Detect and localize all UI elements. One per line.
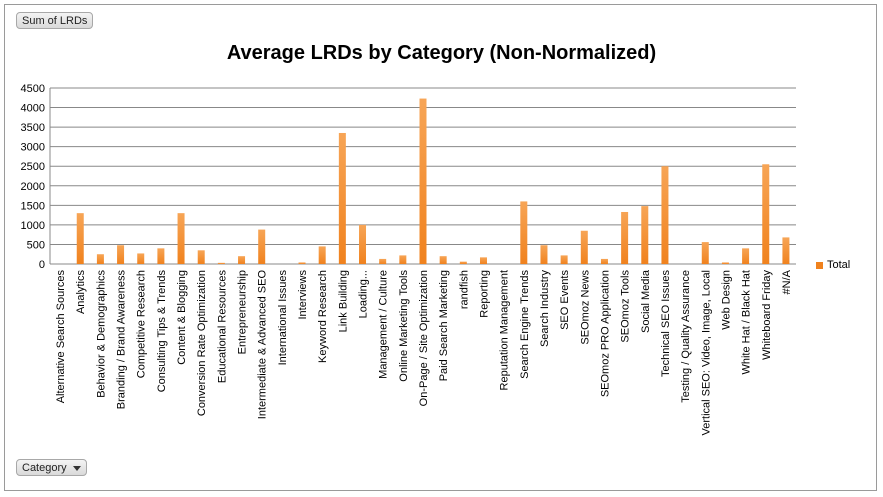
- x-tick-label: randfish: [458, 270, 470, 309]
- x-tick-label: #N/A: [781, 269, 793, 294]
- chevron-down-icon: [72, 465, 81, 471]
- x-tick-label: White Hat / Black Hat: [741, 270, 753, 375]
- x-tick-label: Whiteboard Friday: [761, 270, 773, 360]
- x-tick-label: SEOmoz News: [579, 270, 591, 345]
- x-tick-label: Loading...: [358, 270, 370, 318]
- x-tick-label: Vertical SEO: Video, Image, Local: [700, 270, 712, 436]
- bar: [621, 211, 629, 264]
- bar: [177, 213, 185, 264]
- x-tick-label: Social Media: [640, 269, 652, 333]
- bar: [117, 245, 125, 264]
- y-tick-label: 4000: [21, 103, 45, 115]
- y-tick-label: 0: [39, 259, 45, 271]
- bar: [721, 262, 729, 264]
- x-tick-label: Educational Resources: [216, 270, 228, 384]
- bar: [439, 256, 447, 264]
- x-tick-label: Conversion Rate Optimization: [196, 270, 208, 416]
- legend-label: Total: [827, 259, 851, 271]
- bar: [359, 224, 367, 264]
- category-field-dropdown[interactable]: Category: [16, 459, 87, 476]
- bar: [399, 255, 407, 264]
- x-tick-label: On-Page / Site Optimization: [418, 270, 430, 406]
- x-tick-label: Web Design: [720, 270, 732, 330]
- bar: [76, 213, 84, 264]
- x-tick-label: Competitive Research: [136, 270, 148, 378]
- y-tick-label: 3000: [21, 142, 45, 154]
- x-tick-label: Keyword Research: [317, 270, 329, 363]
- bar: [298, 262, 306, 264]
- bar: [701, 242, 709, 264]
- bar: [762, 164, 770, 264]
- bar: [540, 245, 548, 264]
- x-tick-label: Reporting: [478, 270, 490, 318]
- bar: [479, 257, 487, 264]
- bar: [318, 246, 326, 264]
- bar: [419, 98, 427, 264]
- bar: [459, 261, 467, 264]
- x-tick-label: Interviews: [297, 270, 309, 320]
- category-label: Category: [22, 462, 67, 474]
- bar: [742, 248, 750, 264]
- y-tick-label: 4500: [21, 83, 45, 95]
- bar: [782, 237, 790, 264]
- x-tick-label: Link Building: [337, 270, 349, 332]
- bar: [580, 230, 588, 264]
- y-tick-label: 1500: [21, 200, 45, 212]
- sum-of-lrds-label: Sum of LRDs: [22, 15, 88, 27]
- x-tick-label: Alternative Search Sources: [55, 270, 67, 404]
- bar: [661, 166, 669, 264]
- x-tick-label: Search Engine Trends: [519, 270, 531, 379]
- x-tick-label: Online Marketing Tools: [398, 270, 410, 382]
- x-tick-label: Branding / Brand Awareness: [116, 270, 128, 410]
- x-tick-label: Content & Blogging: [176, 270, 188, 365]
- x-tick-label: Entrepreneurship: [237, 270, 249, 354]
- bar: [641, 206, 649, 264]
- legend: Total: [816, 259, 850, 271]
- bar: [238, 256, 246, 264]
- x-tick-label: Management / Culture: [378, 270, 390, 379]
- x-tick-label: Behavior & Demographics: [95, 270, 107, 398]
- x-tick-label: Consulting Tips & Trends: [156, 270, 168, 393]
- x-tick-label: Reputation Management: [499, 270, 511, 390]
- bar: [197, 250, 205, 264]
- bar: [338, 132, 346, 264]
- x-tick-label: Technical SEO Issues: [660, 270, 672, 377]
- y-tick-label: 500: [27, 239, 45, 251]
- legend-swatch: [816, 261, 823, 269]
- sum-of-lrds-field-button[interactable]: Sum of LRDs: [16, 12, 94, 29]
- x-tick-label: Paid Search Marketing: [438, 270, 450, 381]
- bar: [96, 254, 104, 264]
- x-tick-label: SEO Events: [559, 270, 571, 330]
- chart-title: Average LRDs by Category (Non-Normalized…: [226, 42, 657, 64]
- y-tick-label: 3500: [21, 122, 45, 134]
- y-tick-label: 2500: [21, 161, 45, 173]
- y-tick-label: 1000: [21, 220, 45, 232]
- x-tick-label: Testing / Quality Assurance: [680, 270, 692, 403]
- x-tick-label: SEOmoz Tools: [620, 270, 632, 343]
- bar: [157, 248, 165, 264]
- x-tick-label: SEOmoz PRO Application: [599, 270, 611, 397]
- x-tick-label: Search Industry: [539, 270, 551, 348]
- bar: [560, 255, 568, 264]
- bar: [258, 229, 266, 264]
- x-tick-label: International Issues: [277, 270, 289, 366]
- y-tick-label: 2000: [21, 181, 45, 193]
- bar: [217, 262, 225, 264]
- bar: [600, 258, 608, 264]
- x-tick-label: Intermediate & Advanced SEO: [257, 270, 269, 420]
- bar: [520, 201, 528, 264]
- bar: [379, 258, 387, 264]
- chart-frame: [4, 4, 877, 491]
- x-tick-label: Analytics: [75, 270, 87, 315]
- bar: [137, 253, 145, 264]
